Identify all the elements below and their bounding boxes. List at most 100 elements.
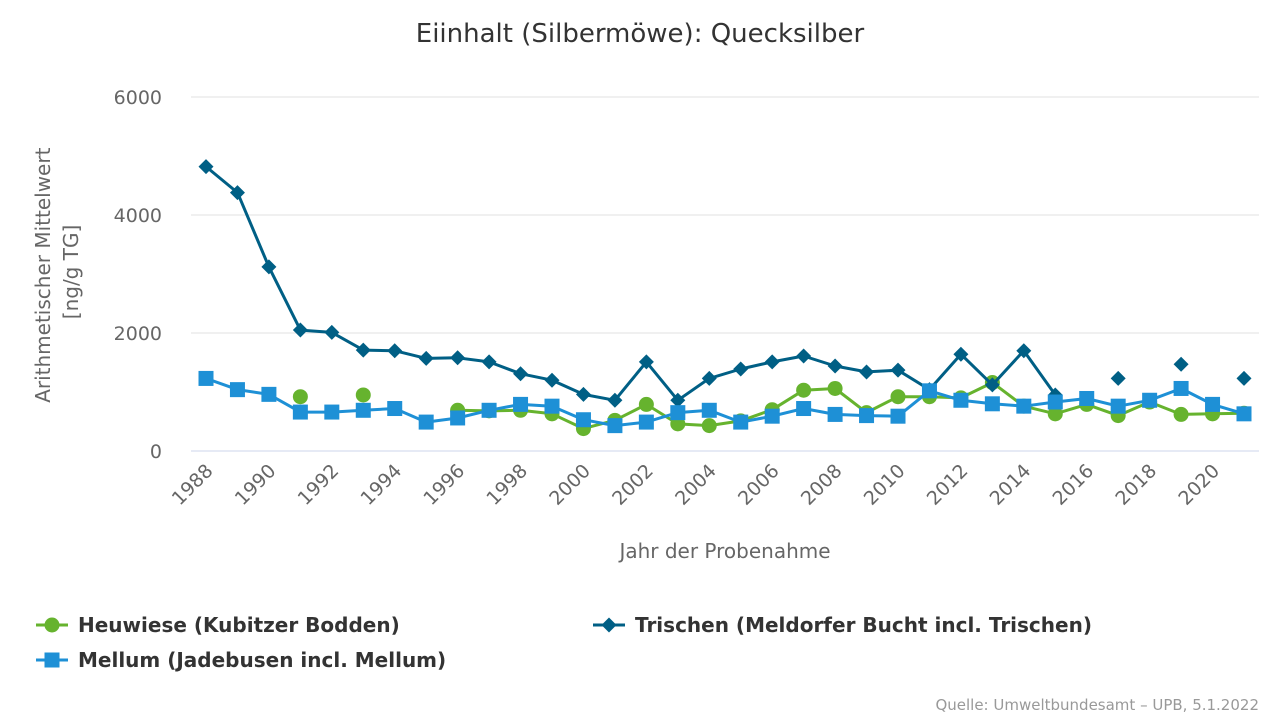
data-point[interactable] — [1110, 370, 1126, 386]
x-axis-title: Jahr der Probenahme — [617, 539, 830, 563]
data-point[interactable] — [638, 414, 654, 430]
data-point[interactable] — [229, 382, 245, 398]
data-point[interactable] — [44, 652, 60, 668]
data-point[interactable] — [418, 350, 434, 366]
x-axis-ticks: 1988 1990 1992 1994 1996 1998 2000 2002 2004 2006… — [168, 460, 1224, 510]
data-point[interactable] — [827, 358, 843, 374]
data-point[interactable] — [292, 322, 308, 338]
legend-label: Trischen (Meldorfer Bucht incl. Trischen… — [635, 613, 1092, 637]
data-point[interactable] — [890, 408, 906, 424]
data-point[interactable] — [292, 389, 308, 405]
data-point[interactable] — [1110, 398, 1126, 414]
data-point[interactable] — [544, 398, 560, 414]
y-tick-label: 6000 — [114, 87, 162, 109]
data-point[interactable] — [890, 389, 906, 405]
data-point[interactable] — [953, 392, 969, 408]
data-point[interactable] — [544, 372, 560, 388]
x-tick-label: 2020 — [1174, 460, 1224, 510]
data-point[interactable] — [261, 259, 277, 275]
series-2 — [198, 370, 1252, 434]
data-point[interactable] — [601, 617, 617, 633]
data-point[interactable] — [324, 404, 340, 420]
data-point[interactable] — [984, 377, 1000, 393]
legend-item-0[interactable]: Heuwiese (Kubitzer Bodden) — [36, 613, 400, 637]
data-point[interactable] — [1236, 370, 1252, 386]
series-line — [205, 376, 1245, 428]
y-axis-title: Arithmetischer Mittelwert [ng/g TG] — [31, 141, 83, 403]
data-point[interactable] — [387, 401, 403, 417]
data-point[interactable] — [827, 380, 843, 396]
x-tick-label: 2006 — [734, 460, 784, 510]
data-point[interactable] — [796, 348, 812, 364]
data-point[interactable] — [418, 414, 434, 430]
data-point[interactable] — [607, 418, 623, 434]
data-point[interactable] — [796, 401, 812, 417]
data-point[interactable] — [1173, 356, 1189, 372]
data-point[interactable] — [764, 408, 780, 424]
data-point[interactable] — [198, 159, 214, 175]
data-point[interactable] — [387, 343, 403, 359]
data-point[interactable] — [670, 405, 686, 421]
data-point[interactable] — [513, 396, 529, 412]
data-point[interactable] — [1173, 380, 1189, 396]
x-tick-label: 2012 — [923, 460, 973, 510]
data-point[interactable] — [890, 362, 906, 378]
data-point[interactable] — [733, 414, 749, 430]
y-axis-ticks: 0 2000 4000 6000 — [114, 87, 162, 463]
data-point[interactable] — [324, 324, 340, 340]
data-point[interactable] — [355, 402, 371, 418]
data-point[interactable] — [859, 408, 875, 424]
data-point[interactable] — [984, 396, 1000, 412]
data-point[interactable] — [953, 346, 969, 362]
data-point[interactable] — [575, 412, 591, 428]
data-point[interactable] — [796, 382, 812, 398]
data-point[interactable] — [355, 342, 371, 358]
data-point[interactable] — [450, 410, 466, 426]
data-point[interactable] — [575, 386, 591, 402]
data-point[interactable] — [44, 617, 60, 633]
data-point[interactable] — [607, 392, 623, 408]
data-point[interactable] — [450, 350, 466, 366]
data-point[interactable] — [921, 383, 937, 399]
data-point[interactable] — [481, 402, 497, 418]
data-point[interactable] — [1047, 394, 1063, 410]
data-point[interactable] — [1173, 406, 1189, 422]
data-point[interactable] — [733, 361, 749, 377]
data-point[interactable] — [513, 366, 529, 382]
data-point[interactable] — [1016, 343, 1032, 359]
legend: Heuwiese (Kubitzer Bodden) Trischen (Meld… — [36, 613, 1092, 672]
x-tick-label: 1992 — [294, 460, 344, 510]
data-point[interactable] — [198, 370, 214, 386]
chart-title: Eiinhalt (Silbermöwe): Quecksilber — [416, 19, 865, 49]
data-point[interactable] — [827, 406, 843, 422]
data-point[interactable] — [670, 392, 686, 408]
y-tick-label: 4000 — [114, 205, 162, 227]
data-point[interactable] — [701, 418, 717, 434]
x-tick-label: 2000 — [545, 460, 595, 510]
source-credit[interactable]: Quelle: Umweltbundesamt – UPB, 5.1.2022 — [935, 696, 1259, 714]
data-point[interactable] — [638, 396, 654, 412]
data-point[interactable] — [229, 185, 245, 201]
legend-item-1[interactable]: Trischen (Meldorfer Bucht incl. Trischen… — [593, 613, 1092, 637]
data-point[interactable] — [1016, 398, 1032, 414]
data-point[interactable] — [261, 386, 277, 402]
data-point[interactable] — [859, 364, 875, 380]
data-point[interactable] — [355, 387, 371, 403]
data-point[interactable] — [1205, 396, 1221, 412]
data-point[interactable] — [1047, 406, 1063, 422]
data-point[interactable] — [1236, 406, 1252, 422]
data-point[interactable] — [764, 354, 780, 370]
data-point[interactable] — [701, 370, 717, 386]
legend-item-2[interactable]: Mellum (Jadebusen incl. Mellum) — [36, 648, 446, 672]
data-point[interactable] — [1142, 392, 1158, 408]
x-tick-label: 2002 — [608, 460, 658, 510]
data-point[interactable] — [481, 354, 497, 370]
data-point[interactable] — [1079, 390, 1095, 406]
x-tick-label: 2004 — [671, 460, 721, 510]
data-point[interactable] — [701, 402, 717, 418]
y-axis-title-line-2: [ng/g TG] — [59, 225, 83, 319]
x-tick-label: 2010 — [860, 460, 910, 510]
data-point[interactable] — [292, 404, 308, 420]
data-point[interactable] — [638, 354, 654, 370]
